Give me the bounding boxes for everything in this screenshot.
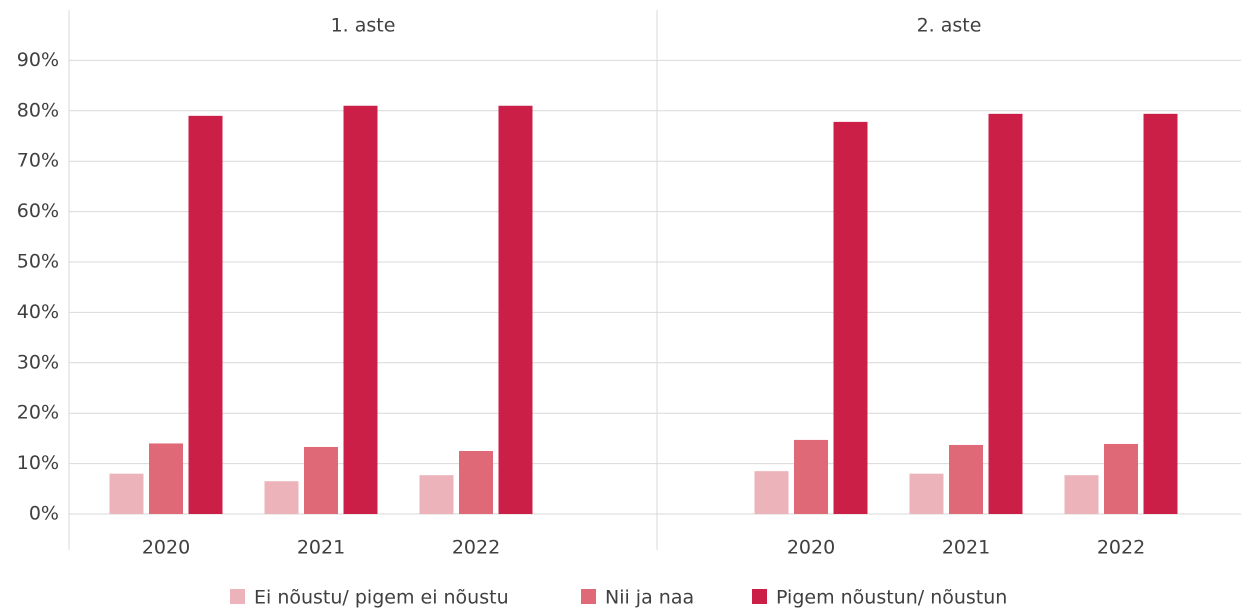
legend-swatch [581, 589, 596, 604]
x-tick-label: 2021 [942, 537, 990, 559]
legend-label: Nii ja naa [605, 587, 694, 609]
bar [833, 121, 868, 514]
bar [988, 113, 1023, 514]
y-tick-label: 50% [17, 251, 59, 273]
legend-swatch [752, 589, 767, 604]
x-tick-label: 2020 [142, 537, 190, 559]
bar [1104, 443, 1138, 514]
bar [794, 439, 828, 514]
bar [1143, 113, 1178, 514]
panel-title: 2. aste [917, 15, 982, 37]
y-tick-label: 10% [17, 452, 59, 474]
x-tick-label: 2021 [297, 537, 345, 559]
y-tick-label: 0% [29, 503, 59, 525]
y-tick-label: 30% [17, 351, 59, 373]
bar [949, 444, 983, 514]
legend-swatch [230, 589, 245, 604]
x-tick-label: 2022 [452, 537, 500, 559]
x-tick-label: 2020 [787, 537, 835, 559]
y-tick-label: 60% [17, 200, 59, 222]
bar [419, 475, 454, 514]
bar [109, 473, 144, 514]
bar [304, 446, 338, 514]
bar [459, 451, 493, 514]
panel-title: 1. aste [331, 15, 396, 37]
y-tick-label: 80% [17, 99, 59, 121]
bar [909, 473, 944, 514]
bar [343, 105, 378, 514]
y-tick-label: 90% [17, 49, 59, 71]
bar [149, 443, 183, 514]
bar [264, 481, 299, 514]
y-tick-label: 40% [17, 301, 59, 323]
bar [1064, 475, 1099, 514]
x-tick-label: 2022 [1097, 537, 1145, 559]
legend-label: Ei nõustu/ pigem ei nõustu [254, 587, 509, 609]
bar [754, 471, 789, 514]
legend-label: Pigem nõustun/ nõustun [776, 587, 1007, 609]
y-tick-label: 20% [17, 402, 59, 424]
y-tick-label: 70% [17, 150, 59, 172]
bar [188, 115, 223, 514]
bar [498, 105, 533, 514]
